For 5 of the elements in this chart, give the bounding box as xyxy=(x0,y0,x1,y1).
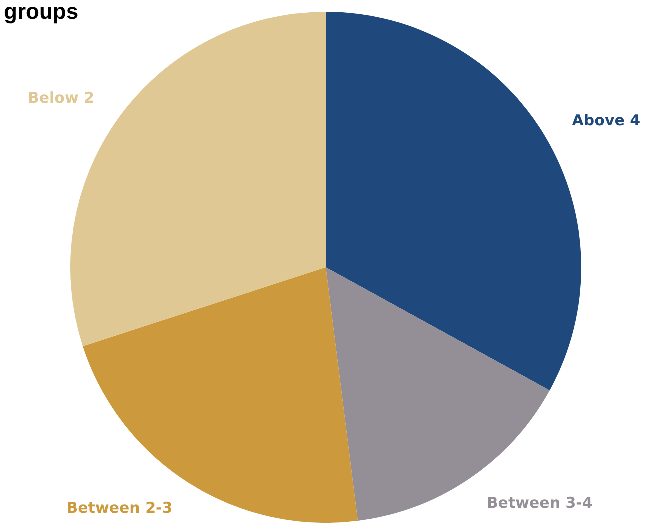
slice-label: Between 2-3 xyxy=(66,499,173,518)
slice-label: Between 3-4 xyxy=(486,494,593,512)
slice-label: Below 2 xyxy=(28,89,94,108)
chart-title: groups xyxy=(4,0,79,24)
slice-label: Above 4 xyxy=(572,112,641,130)
